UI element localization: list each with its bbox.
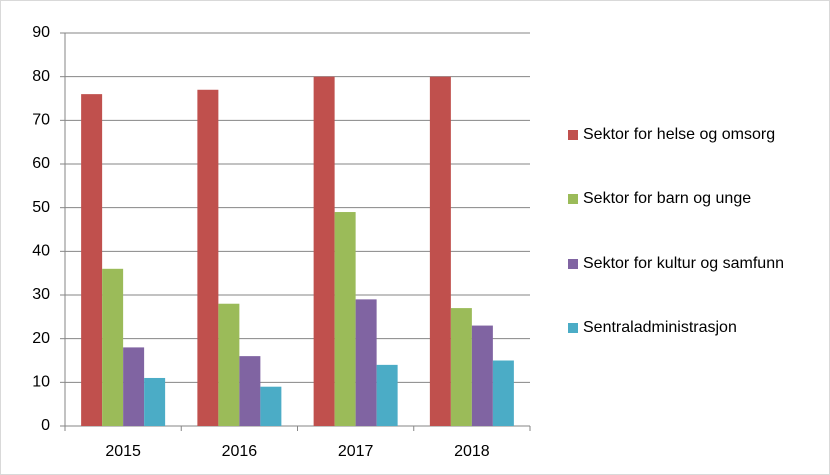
legend-swatch bbox=[568, 194, 578, 204]
bar bbox=[81, 94, 103, 426]
legend-swatch bbox=[568, 130, 578, 140]
y-tick-label: 20 bbox=[32, 330, 50, 347]
bar bbox=[471, 325, 493, 426]
y-tick-label: 80 bbox=[32, 68, 50, 85]
legend-label: Sektor for kultur og samfunn bbox=[583, 255, 784, 272]
bar bbox=[376, 364, 398, 426]
x-tick-label: 2016 bbox=[222, 443, 258, 460]
y-tick-label: 10 bbox=[32, 374, 50, 391]
legend-label: Sentraladministrasjon bbox=[583, 319, 737, 336]
bar bbox=[102, 268, 124, 426]
bar bbox=[492, 360, 514, 426]
bar bbox=[218, 303, 240, 426]
x-tick-label: 2017 bbox=[338, 443, 374, 460]
bar bbox=[334, 212, 356, 426]
bar bbox=[123, 347, 145, 426]
y-tick-label: 70 bbox=[32, 112, 50, 129]
x-tick-label: 2018 bbox=[454, 443, 490, 460]
bar bbox=[239, 356, 261, 426]
bar bbox=[355, 299, 377, 426]
legend-swatch bbox=[568, 259, 578, 269]
bar bbox=[429, 76, 451, 427]
y-tick-label: 50 bbox=[32, 199, 50, 216]
legend-swatch bbox=[568, 323, 578, 333]
y-tick-label: 60 bbox=[32, 155, 50, 172]
y-tick-label: 30 bbox=[32, 286, 50, 303]
bar bbox=[260, 386, 282, 426]
bar bbox=[144, 377, 166, 426]
y-tick-label: 0 bbox=[41, 417, 50, 434]
bar bbox=[197, 89, 219, 427]
legend-label: Sektor for barn og unge bbox=[583, 190, 751, 207]
x-tick-label: 2015 bbox=[105, 443, 141, 460]
y-tick-label: 40 bbox=[32, 243, 50, 260]
bar bbox=[450, 308, 472, 426]
y-tick-label: 90 bbox=[32, 24, 50, 41]
legend-label: Sektor for helse og omsorg bbox=[583, 126, 775, 143]
bar bbox=[313, 76, 335, 427]
